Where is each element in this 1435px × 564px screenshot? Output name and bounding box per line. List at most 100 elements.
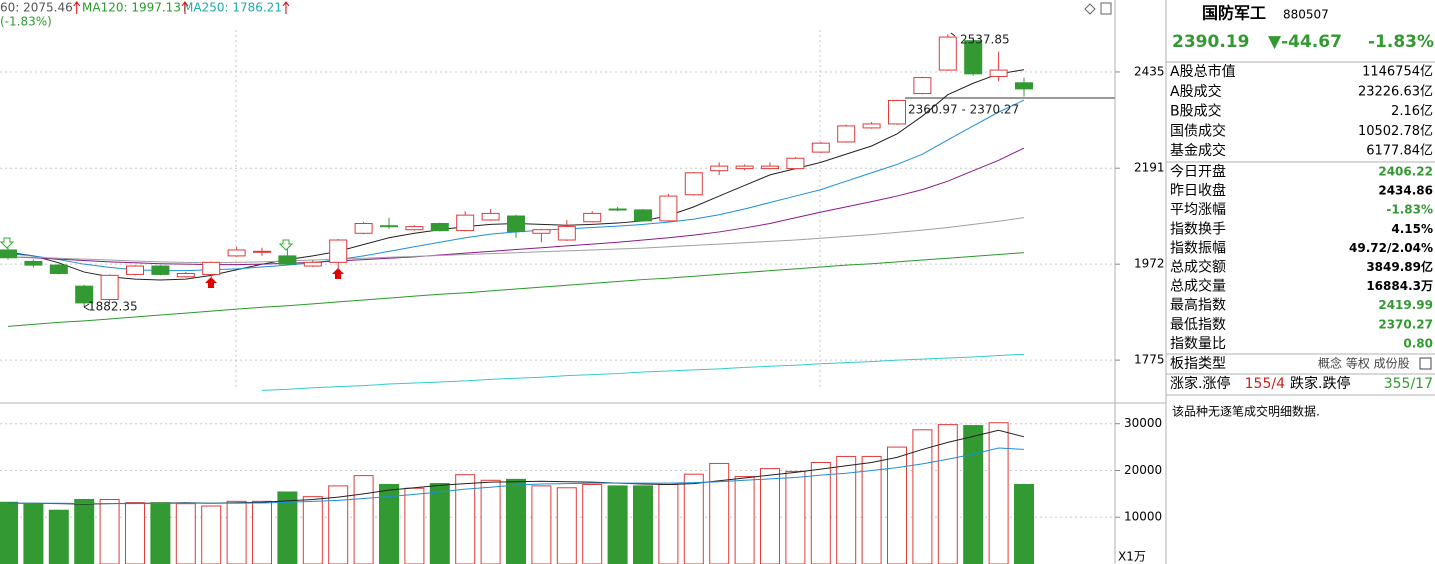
row-label: Β股成交 xyxy=(1170,103,1222,120)
ma-line xyxy=(7,69,1025,281)
volume-bar xyxy=(988,422,1009,564)
candle-body xyxy=(735,165,754,170)
row-label: 今日开盘 xyxy=(1170,163,1226,180)
change-label: (-1.83%) xyxy=(0,15,52,29)
ma120-label: MA120: 1997.13 xyxy=(82,1,181,15)
candle-body xyxy=(634,209,652,222)
volume-bar xyxy=(201,505,222,564)
candle-body xyxy=(811,142,830,153)
ma250-label: MA250: 1786.21 xyxy=(183,1,282,15)
volume-bar xyxy=(937,424,958,564)
row-value: 4.15% xyxy=(1391,222,1433,236)
volume-bar xyxy=(734,476,755,564)
candle-body xyxy=(100,274,119,301)
y-tick-label: 20000 xyxy=(1124,463,1162,477)
icon-box[interactable] xyxy=(1419,357,1432,370)
candle-body xyxy=(481,212,500,221)
volume-bar xyxy=(252,500,272,564)
row-label: 国债成交 xyxy=(1170,122,1226,139)
y-tick-label: 10000 xyxy=(1124,510,1162,524)
candle-body xyxy=(75,285,94,304)
volume-bar xyxy=(683,473,704,564)
row-label: 最高指数 xyxy=(1170,297,1226,314)
row-label: 最低指数 xyxy=(1170,317,1226,333)
row-label: 总成交额 xyxy=(1170,259,1226,276)
volume-bar xyxy=(709,462,730,564)
candle-body xyxy=(507,215,525,232)
candle-body xyxy=(227,249,246,257)
volume-bar xyxy=(887,446,907,564)
volume-bar xyxy=(175,503,196,564)
volume-bar xyxy=(785,470,806,564)
ma-line xyxy=(7,252,1025,327)
unit-label: X1万 xyxy=(1118,550,1146,564)
icon-box[interactable] xyxy=(1100,2,1112,15)
row-label: 平均涨幅 xyxy=(1170,202,1226,218)
row-value: 1146754亿 xyxy=(1362,65,1433,80)
icon-diamond[interactable] xyxy=(1084,3,1096,15)
y-tick-label: 2435 xyxy=(1134,64,1165,78)
ma-line xyxy=(261,353,1025,391)
candle-body xyxy=(202,261,221,275)
volume-bar xyxy=(125,502,145,564)
candle-body xyxy=(49,264,68,274)
row-value: 16884.3万 xyxy=(1366,279,1433,293)
candle-body xyxy=(938,36,957,71)
candle-body xyxy=(430,223,449,232)
candle-body xyxy=(329,239,348,263)
volume-bar xyxy=(658,484,679,564)
volume-bar xyxy=(607,485,628,564)
row-label: 指数换手 xyxy=(1170,220,1226,237)
up-arrow xyxy=(73,1,81,14)
row-label: 昨日收盘 xyxy=(1170,182,1226,199)
volume-bar xyxy=(150,502,171,564)
candle-body xyxy=(405,226,424,231)
row-value: 3849.89亿 xyxy=(1366,259,1433,274)
ma-line xyxy=(7,217,1025,264)
y-tick-label: 1775 xyxy=(1134,353,1165,367)
y-tick-label: 2191 xyxy=(1134,161,1165,175)
candle-body xyxy=(253,250,271,253)
volume-bar xyxy=(506,478,526,564)
volume-ma-line xyxy=(8,447,1025,505)
row-value: 155/4 xyxy=(1245,376,1285,392)
row-value: 2406.22 xyxy=(1378,165,1433,179)
row-value: -1.83% xyxy=(1386,203,1433,217)
row-label: 基金成交 xyxy=(1170,142,1226,159)
row-value: 49.72/2.04% xyxy=(1349,241,1433,255)
annotation-arrow xyxy=(83,32,956,311)
volume-bar xyxy=(48,509,69,564)
candle-body xyxy=(710,165,729,172)
candle-body xyxy=(456,214,475,232)
row-value: 2370.27 xyxy=(1378,317,1433,331)
y-tick-label: 30000 xyxy=(1124,416,1162,430)
volume-bar xyxy=(429,483,450,564)
up-arrow xyxy=(181,1,189,14)
row-label: 指数量比 xyxy=(1170,336,1226,352)
note: 该品种无逐笔成交明细数据. xyxy=(1172,404,1320,419)
volume-bar xyxy=(633,485,653,564)
annotation: 2537.85 xyxy=(960,33,1010,47)
row-value: 2434.86 xyxy=(1378,184,1433,198)
annotation: 2360.97 - 2370.27 xyxy=(908,103,1019,117)
price: 2390.19 xyxy=(1172,32,1249,52)
row-label: 板指类型 xyxy=(1170,356,1226,372)
row-label: 涨家.涨停 xyxy=(1170,375,1230,392)
row-value: 10502.78亿 xyxy=(1358,124,1433,139)
candle-body xyxy=(684,172,703,196)
pct: -1.83% xyxy=(1368,32,1434,52)
volume-bar xyxy=(277,491,298,564)
y-tick-label: 1972 xyxy=(1134,257,1165,271)
candle-body xyxy=(24,260,43,266)
row-value: 2.16亿 xyxy=(1391,104,1433,119)
candle-body xyxy=(1015,82,1033,90)
candle-body xyxy=(354,223,373,234)
index-code: 880507 xyxy=(1283,8,1329,22)
row-value: 23226.63亿 xyxy=(1358,84,1433,99)
candle-body xyxy=(278,255,297,265)
volume-bar xyxy=(23,503,44,564)
volume-bar xyxy=(404,487,425,564)
row-value: 355/17 xyxy=(1384,376,1433,392)
signal-up xyxy=(332,268,344,279)
